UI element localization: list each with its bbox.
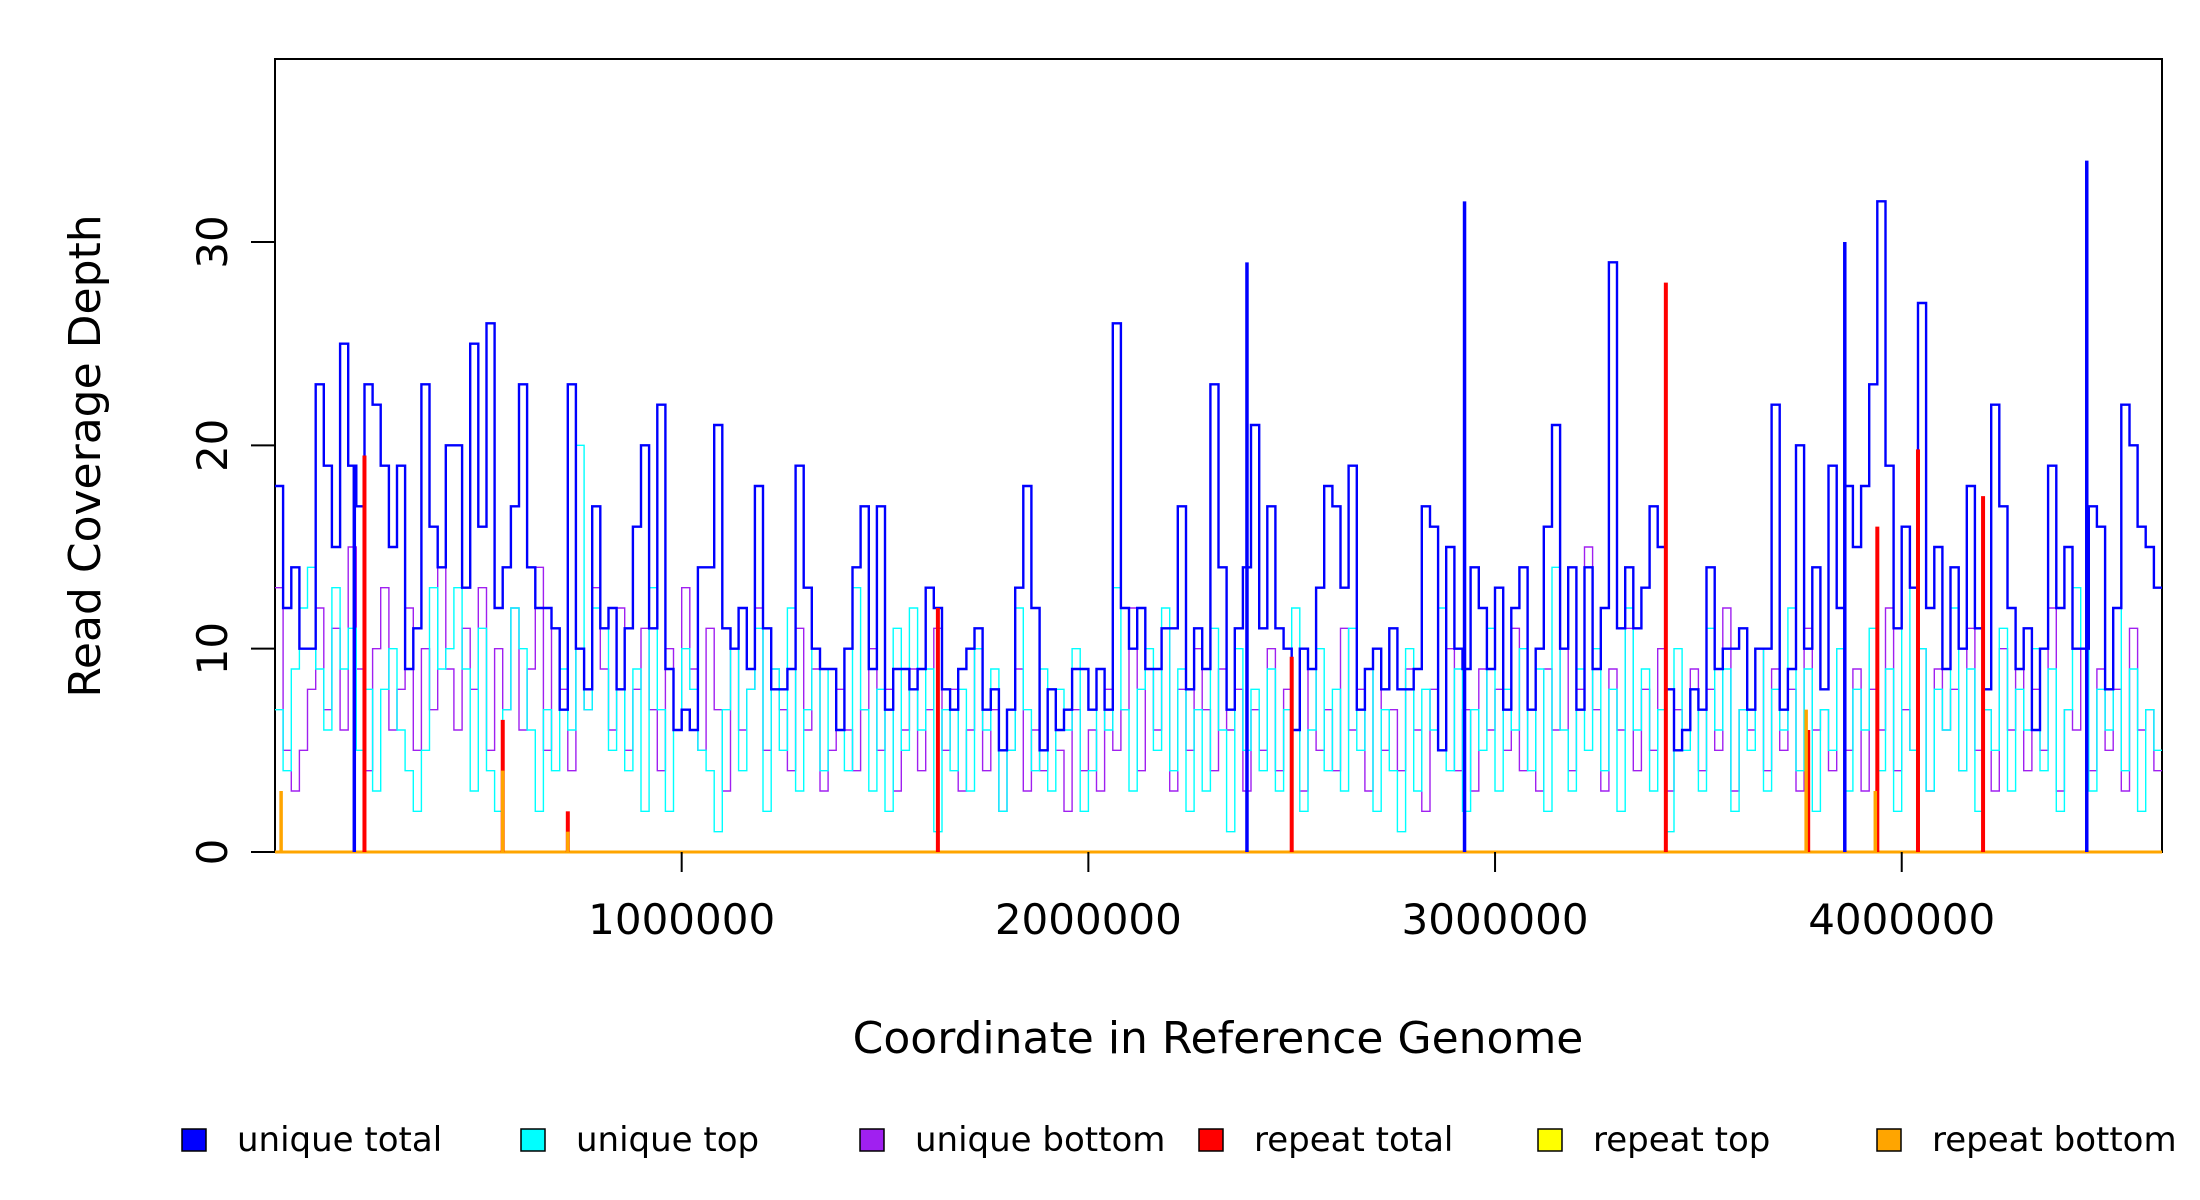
x-tick-label: 1000000 <box>588 895 775 944</box>
legend-swatch <box>181 1128 207 1152</box>
x-tick-label: 4000000 <box>1808 895 1995 944</box>
legend: unique total unique top unique bottom repea… <box>181 1120 2177 1160</box>
y-axis-title: Read Coverage Depth <box>60 214 111 697</box>
legend-item-repeat-bottom: repeat bottom <box>1876 1120 2177 1160</box>
legend-swatch <box>1876 1128 1902 1152</box>
series-layer <box>275 160 2162 854</box>
legend-item-repeat-total: repeat total <box>1198 1120 1453 1160</box>
y-tick-label: 0 <box>188 839 237 866</box>
legend-item-repeat-top: repeat top <box>1537 1120 1770 1160</box>
legend-label: repeat total <box>1254 1120 1453 1160</box>
x-axis-title: Coordinate in Reference Genome <box>853 1013 1584 1064</box>
y-tick-label: 20 <box>188 419 237 472</box>
legend-item-unique-total: unique total <box>181 1120 442 1160</box>
y-tick-label: 30 <box>188 215 237 268</box>
legend-swatch <box>520 1128 546 1152</box>
x-tick-label: 3000000 <box>1402 895 1589 944</box>
y-tick-label: 10 <box>188 622 237 675</box>
x-tick-label: 2000000 <box>995 895 1182 944</box>
legend-swatch <box>859 1128 885 1152</box>
legend-label: repeat bottom <box>1932 1120 2177 1160</box>
legend-label: unique bottom <box>915 1120 1165 1160</box>
legend-swatch <box>1198 1128 1224 1152</box>
axes: 1000000 2000000 3000000 4000000 0 10 20 30 <box>188 215 1995 944</box>
legend-label: unique top <box>576 1120 759 1160</box>
legend-label: repeat top <box>1593 1120 1770 1160</box>
legend-item-unique-top: unique top <box>520 1120 759 1160</box>
legend-swatch <box>1537 1128 1563 1152</box>
legend-label: unique total <box>237 1120 442 1160</box>
series-line-unique-total <box>275 200 2162 752</box>
legend-item-unique-bottom: unique bottom <box>859 1120 1165 1160</box>
